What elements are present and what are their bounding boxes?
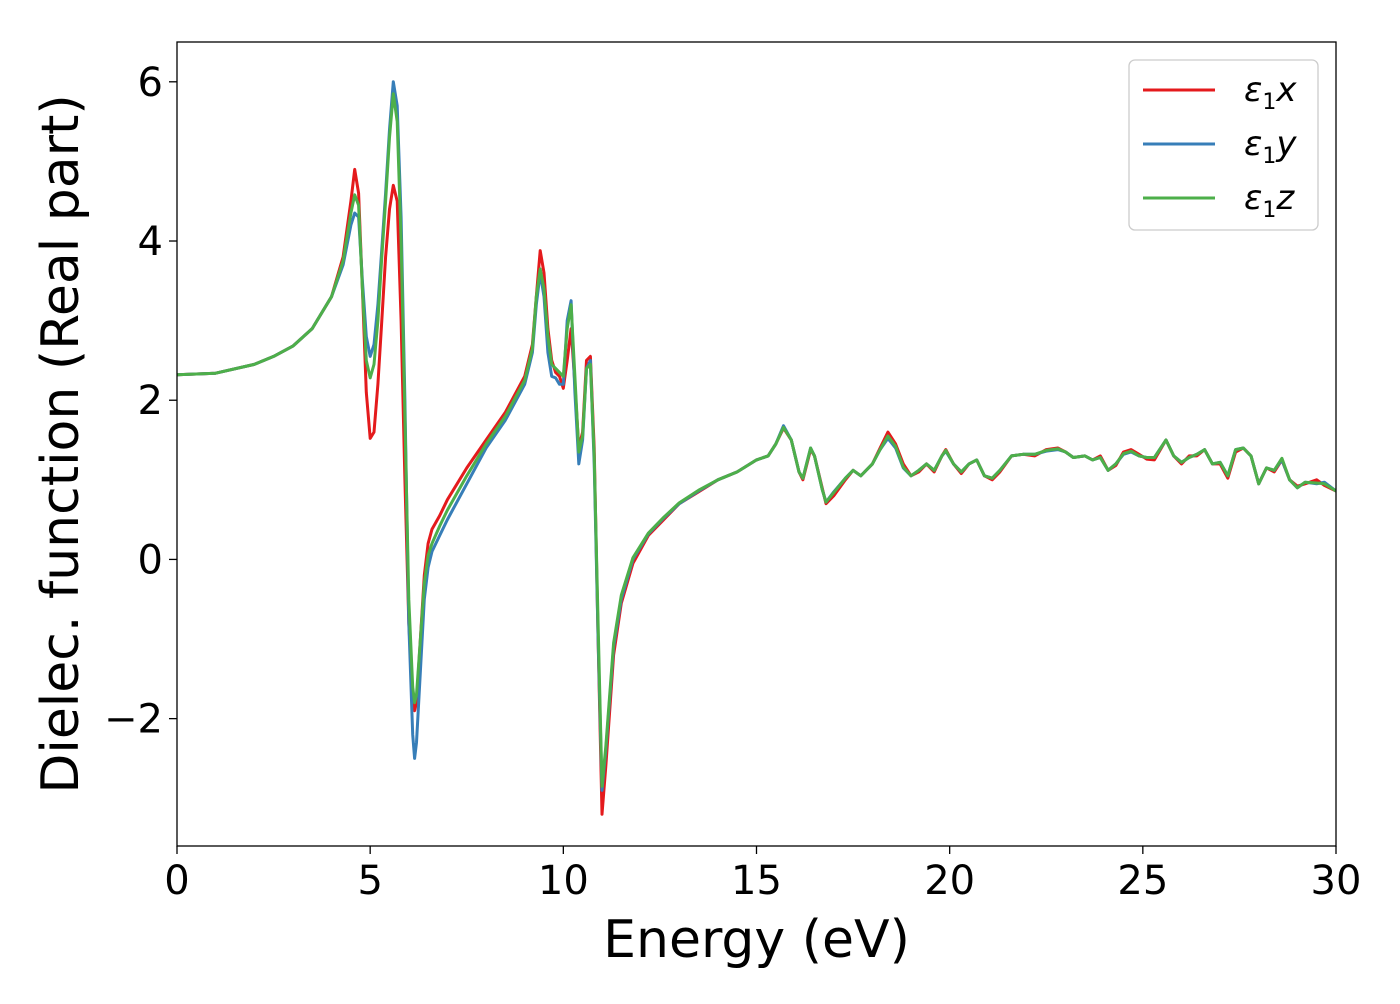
y-tick-label: 0 <box>138 537 163 583</box>
y-tick-label: 6 <box>138 60 163 106</box>
series-line-z <box>177 92 1336 788</box>
legend-label-z: ε1z <box>1244 178 1295 223</box>
x-tick-label: 20 <box>924 858 975 904</box>
x-tick-label: 25 <box>1117 858 1168 904</box>
x-tick-label: 15 <box>731 858 782 904</box>
y-tick-label: −2 <box>104 697 163 743</box>
y-tick-label: 4 <box>138 219 163 265</box>
x-tick-label: 5 <box>357 858 382 904</box>
x-axis-label: Energy (eV) <box>603 910 910 970</box>
legend-label-x: ε1x <box>1244 70 1297 115</box>
legend-label-y: ε1y <box>1244 124 1297 169</box>
legend: ε1x ε1y ε1z <box>1128 59 1319 231</box>
x-tick-label: 10 <box>538 858 589 904</box>
tick-layer: 0 5 10 15 20 25 30 −2 0 2 4 6 <box>104 60 1361 904</box>
x-tick-label: 0 <box>164 858 189 904</box>
legend-box <box>1128 59 1319 231</box>
y-tick-label: 2 <box>138 378 163 424</box>
y-axis-label: Dielec. function (Real part) <box>31 94 91 793</box>
series-layer <box>177 80 1336 816</box>
x-tick-label: 30 <box>1311 858 1362 904</box>
